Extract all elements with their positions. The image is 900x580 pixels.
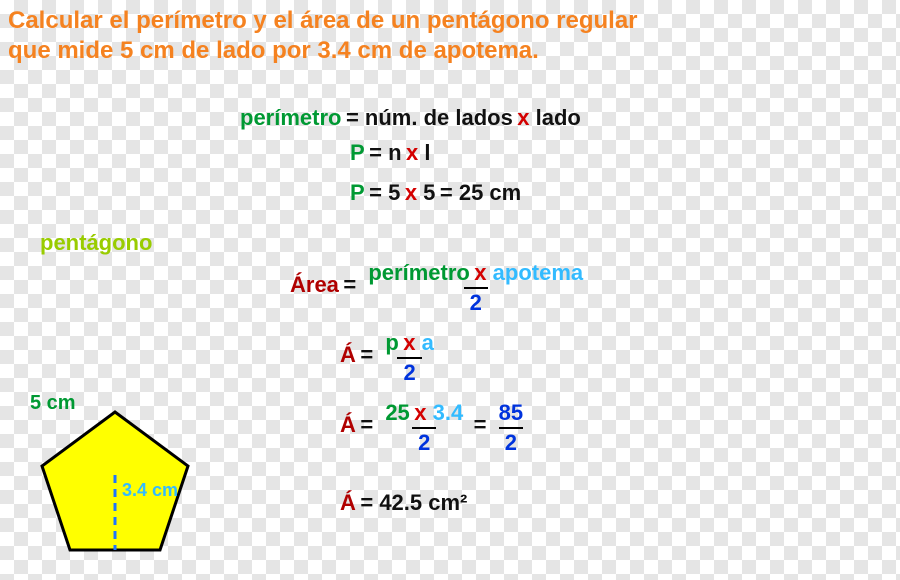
perimeter-numeric-equation: P = 5 x 5 = 25 cm: [350, 180, 521, 206]
area-sym-fraction: p x a 2: [379, 330, 440, 386]
area-num-fraction-2: 85 2: [493, 400, 529, 456]
area-numeric-equation: Á = 25 x 3.4 2 = 85 2: [340, 400, 529, 456]
problem-title: Calcular el perímetro y el área de un pe…: [8, 6, 892, 66]
area-symbolic-equation: Á = p x a 2: [340, 330, 440, 386]
area-num-fraction-1: 25 x 3.4 2: [379, 400, 469, 456]
area-result: Á = 42.5 cm²: [340, 490, 467, 516]
apothem-length-label: 3.4 cm: [122, 480, 178, 501]
side-length-label: 5 cm: [30, 392, 76, 415]
shape-name-label: pentágono: [40, 230, 152, 256]
perimeter-symbolic-equation: P = n x l: [350, 140, 431, 166]
area-word-equation: Área = perímetro x apotema 2: [290, 260, 589, 316]
title-line1: Calcular el perímetro y el área de un pe…: [8, 7, 638, 34]
title-line2: que mide 5 cm de lado por 3.4 cm de apot…: [8, 37, 539, 64]
area-word-fraction: perímetro x apotema 2: [362, 260, 589, 316]
perimeter-word-equation: perímetro = núm. de lados x lado: [240, 105, 581, 131]
